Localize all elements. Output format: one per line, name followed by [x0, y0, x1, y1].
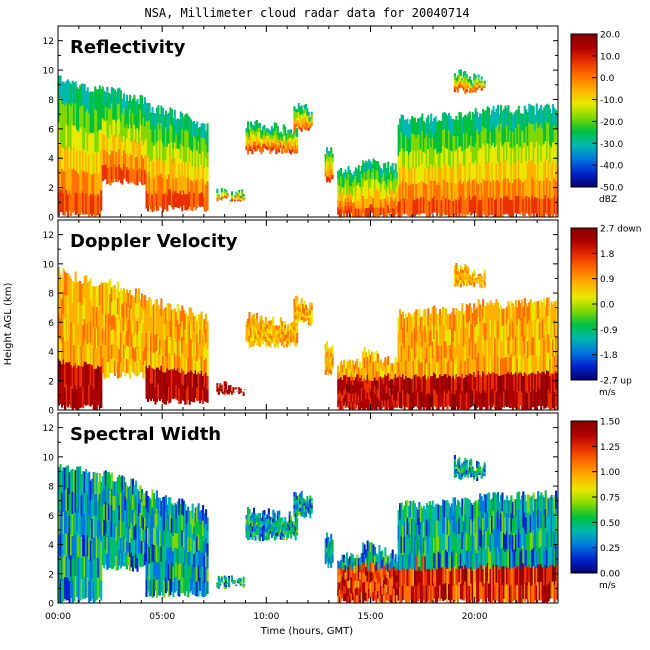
colorbar-tick-label: -10.0 [600, 96, 624, 106]
colorbar-unit: dBZ [599, 195, 617, 205]
y-tick-label: 12 [43, 231, 54, 241]
y-tick-label: 6 [48, 319, 54, 329]
panel-2: 0 2 4 6 8 10 12 Spectral Width 1.50 1.25 1.00 0.75 0… [43, 412, 620, 622]
echo-field [58, 263, 558, 410]
y-axis-label: Height AGL (km) [3, 283, 14, 366]
y-tick-label: 2 [48, 570, 54, 580]
y-tick-label: 10 [43, 260, 55, 270]
colorbar-tick-label: -30.0 [600, 140, 624, 150]
panel-0: 0 2 4 6 8 10 12 Reflectivity 20.0 10.0 0.0 -10.0 -20… [43, 25, 624, 224]
panel-title: Spectral Width [70, 424, 221, 445]
colorbar-unit: m/s [599, 581, 616, 591]
colorbar-tick-label: -50.0 [600, 184, 624, 194]
x-tick-label: 15:00 [358, 612, 384, 622]
panel-1: 0 2 4 6 8 10 12 Doppler Velocity 2.7 down 1.8 0.9 0… [43, 219, 641, 417]
y-tick-label: 6 [48, 512, 54, 522]
x-tick-label: 00:00 [45, 612, 71, 622]
colorbar-tick-label: 0.50 [600, 519, 620, 529]
x-tick-label: 10:00 [253, 612, 279, 622]
colorbar-tick-label: 0.00 [600, 570, 620, 580]
colorbar-unit: m/s [599, 388, 616, 398]
colorbar-tick-label: 1.8 [600, 250, 615, 260]
y-tick-label: 8 [48, 96, 54, 106]
x-tick-label: 20:00 [462, 612, 488, 622]
y-tick-label: 8 [48, 290, 54, 300]
panel-title: Reflectivity [70, 37, 186, 58]
y-tick-label: 2 [48, 184, 54, 194]
colorbar [570, 33, 598, 188]
colorbar-tick-label: 1.25 [600, 443, 620, 453]
figure-title: NSA, Millimeter cloud radar data for 200… [144, 6, 469, 20]
y-tick-label: 4 [48, 541, 54, 551]
colorbar-tick-label: 0.0 [600, 74, 615, 84]
colorbar-tick-label: 0.25 [600, 544, 620, 554]
y-tick-label: 10 [43, 453, 55, 463]
colorbar-tick-label: -1.8 [600, 351, 618, 361]
colorbar-tick-label: 1.50 [600, 418, 620, 428]
y-tick-label: 10 [43, 67, 55, 77]
colorbar-tick-label: -20.0 [600, 118, 624, 128]
panel-title: Doppler Velocity [70, 231, 238, 252]
y-tick-label: 8 [48, 483, 54, 493]
colorbar-tick-label: 0.9 [600, 275, 615, 285]
colorbar-tick-label: -2.7 up [600, 377, 632, 387]
y-tick-label: 4 [48, 155, 54, 165]
y-tick-label: 4 [48, 348, 54, 358]
y-tick-label: 0 [48, 214, 54, 224]
y-tick-label: 12 [43, 37, 54, 47]
colorbar-tick-label: 2.7 down [600, 225, 641, 235]
echo-field [58, 69, 558, 217]
colorbar-tick-label: -40.0 [600, 162, 624, 172]
colorbar-tick-label: 10.0 [600, 52, 620, 62]
x-axis-label: Time (hours, GMT) [260, 626, 354, 637]
colorbar-tick-label: -0.9 [600, 326, 618, 336]
y-tick-label: 6 [48, 125, 54, 135]
y-tick-label: 2 [48, 377, 54, 387]
x-tick-label: 05:00 [149, 612, 175, 622]
colorbar-tick-label: 1.00 [600, 468, 620, 478]
y-tick-label: 0 [48, 600, 54, 610]
y-tick-label: 12 [43, 424, 54, 434]
colorbar-tick-label: 20.0 [600, 31, 620, 41]
y-tick-label: 0 [48, 407, 54, 417]
echo-field [58, 454, 558, 603]
colorbar-tick-label: 0.75 [600, 494, 620, 504]
colorbar-tick-label: 0.0 [600, 301, 615, 311]
